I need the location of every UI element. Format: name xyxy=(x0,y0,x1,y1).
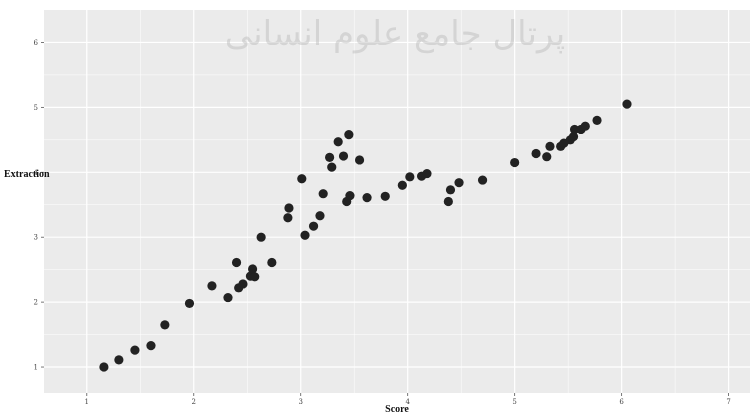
data-points xyxy=(99,99,632,372)
data-point xyxy=(99,362,109,372)
data-point xyxy=(297,174,307,184)
data-point xyxy=(283,213,293,223)
x-tick-label: 6 xyxy=(619,398,624,406)
data-point xyxy=(362,193,372,203)
data-point xyxy=(146,341,156,351)
y-tick-label: 3 xyxy=(34,234,38,242)
data-point xyxy=(247,264,258,274)
data-point xyxy=(267,257,277,268)
data-point xyxy=(238,279,248,289)
data-point xyxy=(354,155,365,165)
data-point xyxy=(443,196,453,207)
data-point xyxy=(333,137,343,147)
y-tick-label: 2 xyxy=(34,299,38,307)
data-point xyxy=(569,124,580,135)
data-point xyxy=(160,320,170,330)
data-point xyxy=(308,221,319,231)
y-tick-label: 5 xyxy=(34,104,38,112)
x-tick-label: 4 xyxy=(405,398,410,406)
data-point xyxy=(284,203,294,213)
grid-lines xyxy=(44,10,750,393)
data-point xyxy=(256,232,266,242)
axis-ticks: 1 2 3 4 5 6 7 1 2 3 4 5 6 xyxy=(34,39,731,406)
data-point xyxy=(545,141,555,151)
y-tick-label: 4 xyxy=(34,169,39,177)
data-point xyxy=(380,191,390,201)
y-axis-label: Extraction xyxy=(4,169,50,180)
data-point xyxy=(207,281,217,291)
data-point xyxy=(405,172,415,182)
data-point xyxy=(477,175,488,185)
x-tick-label: 5 xyxy=(512,398,516,406)
data-point xyxy=(130,345,140,355)
data-point xyxy=(327,162,337,172)
data-point xyxy=(344,130,354,140)
data-point xyxy=(114,355,124,365)
watermark-text: پرتال جامع علوم انسانی xyxy=(225,14,565,54)
data-point xyxy=(231,257,242,268)
x-tick-label: 2 xyxy=(192,398,196,406)
data-point xyxy=(223,292,233,303)
y-tick-label: 6 xyxy=(34,39,39,47)
x-tick-label: 1 xyxy=(85,398,89,406)
data-point xyxy=(318,189,328,199)
data-point xyxy=(510,157,520,168)
plot-panel xyxy=(44,10,750,393)
data-point xyxy=(325,152,335,162)
data-point xyxy=(445,185,456,195)
data-point xyxy=(422,168,432,179)
x-tick-label: 7 xyxy=(726,398,730,406)
data-point xyxy=(622,99,632,109)
data-point xyxy=(542,152,552,162)
data-point xyxy=(184,298,195,309)
data-point xyxy=(338,151,349,161)
y-tick-label: 1 xyxy=(34,364,38,372)
data-point xyxy=(531,148,541,159)
data-point xyxy=(250,272,260,282)
data-point xyxy=(300,230,310,240)
data-point xyxy=(568,131,579,142)
x-axis-label: Score xyxy=(385,404,409,415)
data-point xyxy=(315,211,325,221)
data-point xyxy=(397,180,407,190)
data-point xyxy=(454,178,464,188)
data-point xyxy=(592,115,602,125)
x-tick-label: 3 xyxy=(298,398,302,406)
data-point xyxy=(345,191,355,201)
data-point xyxy=(580,121,590,131)
